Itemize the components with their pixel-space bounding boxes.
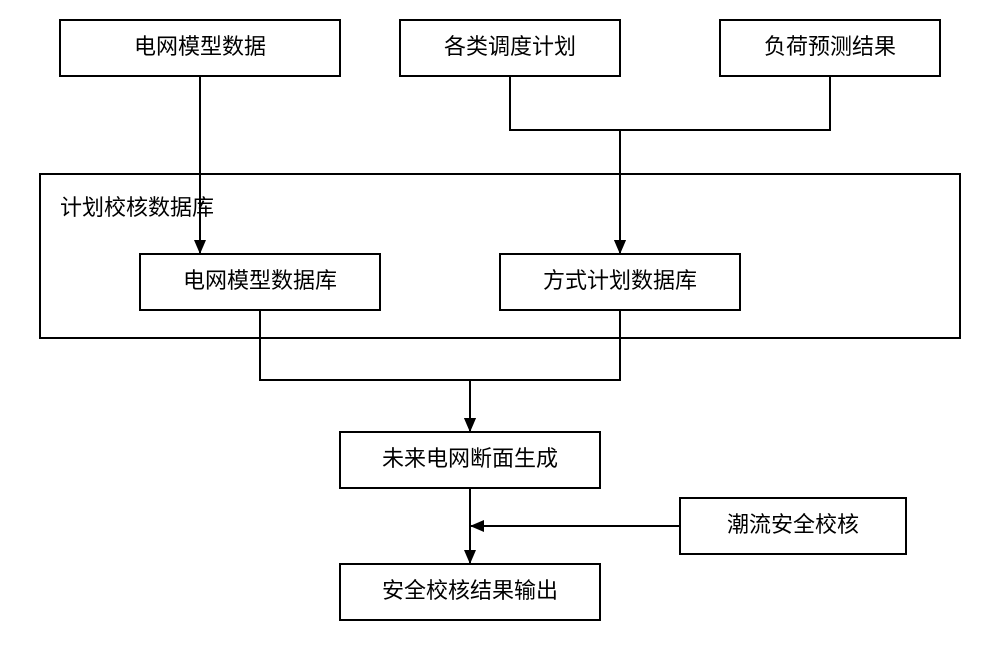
node-future-section-gen-label: 未来电网断面生成	[382, 446, 558, 471]
node-powerflow-check: 潮流安全校核	[680, 498, 906, 554]
node-grid-model-data-label: 电网模型数据	[134, 34, 266, 59]
node-dispatch-plans-label: 各类调度计划	[444, 34, 576, 59]
node-future-section-gen: 未来电网断面生成	[340, 432, 600, 488]
node-grid-model-db-label: 电网模型数据库	[183, 268, 337, 293]
node-grid-model-db: 电网模型数据库	[140, 254, 380, 310]
node-load-forecast-result-label: 负荷预测结果	[764, 34, 896, 59]
node-check-result-output: 安全校核结果输出	[340, 564, 600, 620]
edge-powerflow-check-to-mid-vertical	[470, 520, 680, 532]
node-load-forecast-result: 负荷预测结果	[720, 20, 940, 76]
node-grid-model-data: 电网模型数据	[60, 20, 340, 76]
node-check-result-output-label: 安全校核结果输出	[382, 578, 558, 603]
node-powerflow-check-label: 潮流安全校核	[727, 512, 859, 537]
node-dispatch-plans: 各类调度计划	[400, 20, 620, 76]
container-plan-check-db-label: 计划校核数据库	[60, 195, 214, 220]
node-mode-plan-db: 方式计划数据库	[500, 254, 740, 310]
node-mode-plan-db-label: 方式计划数据库	[543, 268, 697, 293]
flowchart-canvas: 计划校核数据库 电网模型数据 各类调度计划 负荷预测结果电网模型数据库 方式计划数据库未…	[0, 0, 1000, 668]
